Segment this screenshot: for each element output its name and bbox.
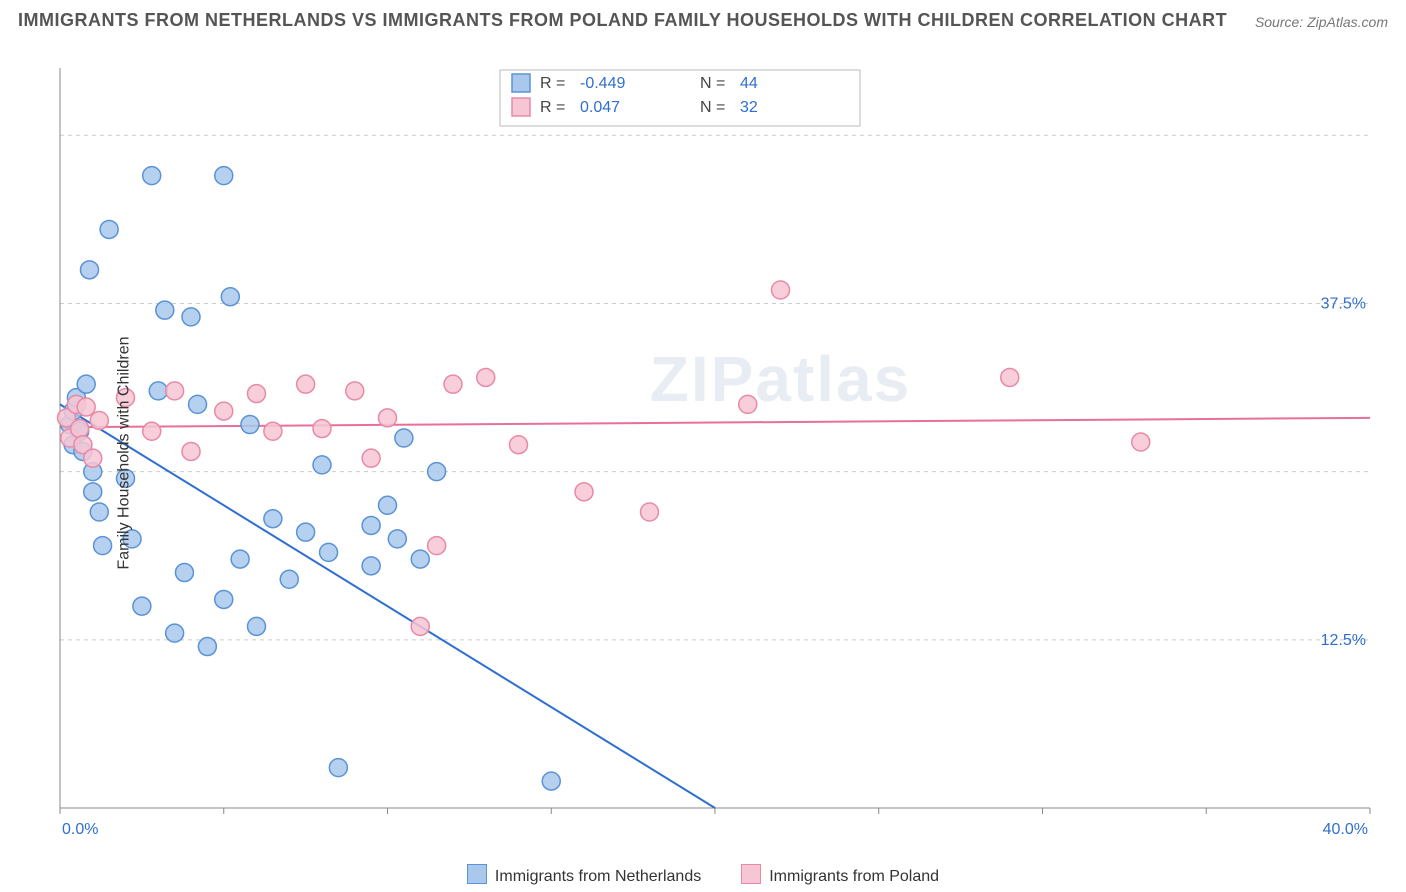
legend-r-value: -0.449 (580, 75, 625, 92)
data-point (133, 597, 151, 615)
data-point (215, 590, 233, 608)
data-point (641, 503, 659, 521)
data-point (77, 375, 95, 393)
data-point (395, 429, 413, 447)
data-point (94, 537, 112, 555)
data-point (329, 759, 347, 777)
y-tick-label: 37.5% (1321, 295, 1366, 312)
legend-item: Immigrants from Netherlands (467, 864, 701, 886)
data-point (215, 167, 233, 185)
data-point (175, 564, 193, 582)
legend-n-value: 32 (740, 99, 758, 116)
data-point (313, 420, 331, 438)
data-point (166, 382, 184, 400)
legend-r-label: R = (540, 75, 565, 92)
data-point (166, 624, 184, 642)
regression-line (60, 404, 715, 808)
data-point (90, 412, 108, 430)
data-point (411, 617, 429, 635)
data-point (189, 395, 207, 413)
x-tick-label: 40.0% (1323, 821, 1368, 838)
data-point (231, 550, 249, 568)
data-point (156, 301, 174, 319)
data-point (346, 382, 364, 400)
data-point (320, 543, 338, 561)
legend-item: Immigrants from Poland (741, 864, 939, 886)
data-point (198, 638, 216, 656)
data-point (241, 416, 259, 434)
data-point (411, 550, 429, 568)
data-point (77, 398, 95, 416)
data-point (739, 395, 757, 413)
data-point (84, 449, 102, 467)
data-point (90, 503, 108, 521)
data-point (182, 308, 200, 326)
data-point (182, 442, 200, 460)
legend-r-value: 0.047 (580, 99, 620, 116)
data-point (215, 402, 233, 420)
legend-swatch (512, 98, 530, 116)
legend-label: Immigrants from Poland (769, 868, 939, 885)
legend-label: Immigrants from Netherlands (495, 868, 701, 885)
data-point (428, 463, 446, 481)
data-point (362, 516, 380, 534)
data-point (80, 261, 98, 279)
chart-area: Family Households with Children ZIPatlas… (50, 58, 1390, 848)
data-point (297, 523, 315, 541)
data-point (388, 530, 406, 548)
data-point (149, 382, 167, 400)
scatter-chart: ZIPatlas 0.0% 40.0% 12.5% 37.5% R = -0.449 N = 4… (50, 58, 1390, 848)
source-label: Source: ZipAtlas.com (1255, 14, 1388, 30)
legend-swatch (467, 864, 487, 884)
data-point (575, 483, 593, 501)
legend-n-label: N = (700, 99, 725, 116)
legend-swatch (741, 864, 761, 884)
data-point (313, 456, 331, 474)
data-point (143, 167, 161, 185)
data-point (1132, 433, 1150, 451)
y-tick-label: 12.5% (1321, 632, 1366, 649)
y-axis-label: Family Households with Children (115, 337, 133, 570)
data-point (280, 570, 298, 588)
data-point (477, 368, 495, 386)
data-point (428, 537, 446, 555)
data-point (264, 422, 282, 440)
data-point (248, 385, 266, 403)
legend-swatch (512, 74, 530, 92)
page-title: IMMIGRANTS FROM NETHERLANDS VS IMMIGRANT… (18, 10, 1388, 31)
data-point (100, 220, 118, 238)
data-point (379, 409, 397, 427)
bottom-legend: Immigrants from Netherlands Immigrants fr… (0, 864, 1406, 886)
legend-n-value: 44 (740, 75, 758, 92)
data-point (248, 617, 266, 635)
data-point (71, 420, 89, 438)
data-point (362, 449, 380, 467)
data-point (143, 422, 161, 440)
data-point (84, 483, 102, 501)
data-point (264, 510, 282, 528)
data-point (772, 281, 790, 299)
x-tick-label: 0.0% (62, 821, 98, 838)
legend-n-label: N = (700, 75, 725, 92)
data-point (542, 772, 560, 790)
watermark: ZIPatlas (650, 343, 911, 415)
legend-r-label: R = (540, 99, 565, 116)
data-point (379, 496, 397, 514)
data-point (297, 375, 315, 393)
data-point (221, 288, 239, 306)
data-point (362, 557, 380, 575)
data-point (510, 436, 528, 454)
data-point (444, 375, 462, 393)
data-point (1001, 368, 1019, 386)
